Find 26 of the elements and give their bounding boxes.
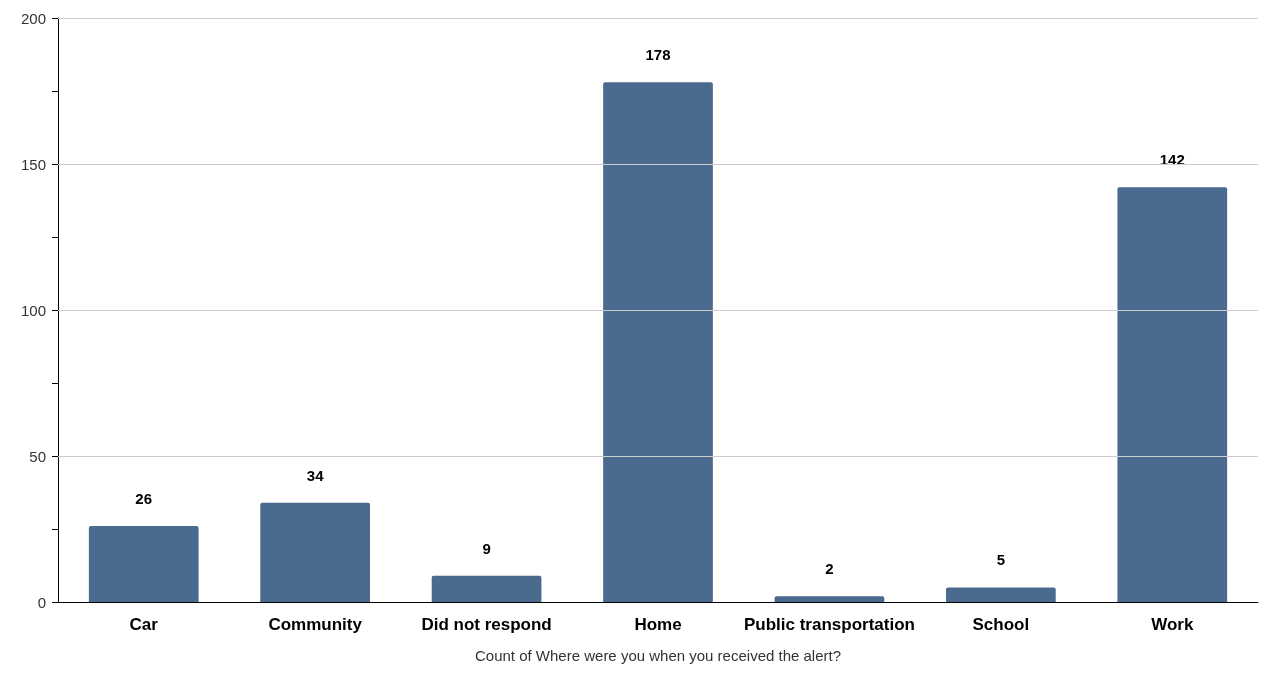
x-tick-label: Home xyxy=(634,615,682,634)
x-axis-title: Count of Where were you when you received the alert? xyxy=(474,647,842,664)
bar xyxy=(260,502,370,602)
y-tick-label: 150 xyxy=(20,155,46,173)
y-tick-label: 100 xyxy=(20,301,46,319)
data-label: 26 xyxy=(135,490,153,508)
x-tick-label: School xyxy=(972,615,1030,634)
bar xyxy=(1117,187,1228,602)
data-label: 9 xyxy=(482,539,491,557)
bar xyxy=(603,82,713,602)
x-tick-label: Public transportation xyxy=(743,615,915,634)
y-tick-label: 50 xyxy=(29,447,46,465)
bar xyxy=(431,575,542,602)
bar xyxy=(946,587,1056,602)
x-tick-label: Did not respond xyxy=(421,615,552,634)
y-tick-label: 200 xyxy=(20,9,46,27)
data-label: 178 xyxy=(645,46,671,64)
x-tick-label: Car xyxy=(129,615,159,634)
bar xyxy=(774,596,885,602)
data-label: 5 xyxy=(996,551,1006,569)
y-tick-label: 0 xyxy=(37,593,46,611)
x-tick-label: Work xyxy=(1151,615,1194,634)
data-label: 34 xyxy=(306,466,325,484)
x-tick-label: Community xyxy=(268,615,363,634)
bar xyxy=(88,526,199,602)
data-label: 2 xyxy=(825,560,834,578)
